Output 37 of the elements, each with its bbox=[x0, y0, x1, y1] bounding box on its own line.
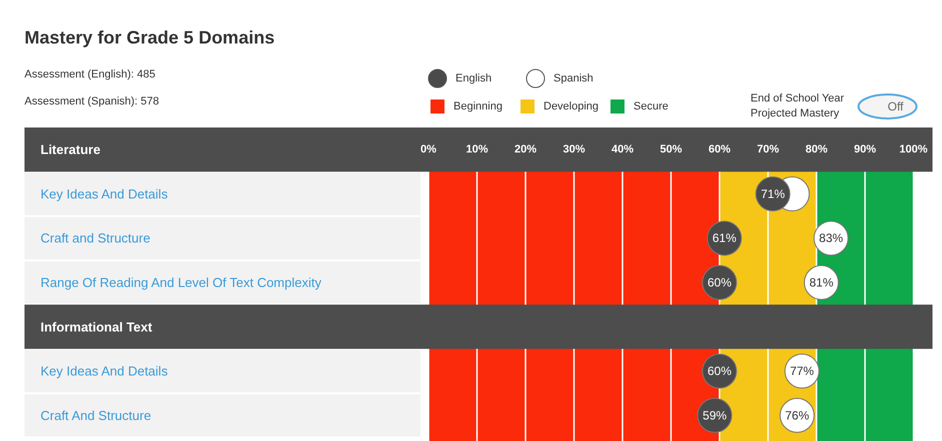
data-label: 60% bbox=[707, 364, 732, 378]
x-tick-label: 50% bbox=[660, 144, 682, 156]
data-label: 60% bbox=[707, 276, 732, 290]
text: Off bbox=[888, 100, 904, 114]
text: End of School Year Projected Mastery bbox=[750, 92, 844, 120]
text: Mastery for Grade 5 Domains bbox=[24, 28, 275, 48]
data-label: 59% bbox=[702, 408, 727, 422]
legend-label: Spanish bbox=[554, 72, 594, 84]
legend-label: Beginning bbox=[454, 100, 502, 112]
x-tick-label: 70% bbox=[756, 144, 780, 156]
data-label: 81% bbox=[809, 276, 834, 290]
legend-label: English bbox=[456, 72, 492, 84]
y-tick-label: Literature bbox=[40, 142, 100, 158]
text: Assessment (Spanish): 578 bbox=[24, 96, 160, 108]
data-label: 77% bbox=[790, 364, 814, 378]
data-label: 61% bbox=[712, 231, 737, 246]
x-tick-label: 40% bbox=[611, 144, 634, 156]
data-label: 83% bbox=[819, 231, 844, 246]
data-label: 76% bbox=[785, 408, 810, 422]
y-tick-label: Craft and Structure bbox=[40, 230, 150, 246]
legend-label: Secure bbox=[634, 100, 668, 112]
x-tick-label: 20% bbox=[514, 144, 537, 156]
y-tick-label: Craft And Structure bbox=[40, 408, 152, 423]
x-tick-label: 60% bbox=[708, 144, 731, 156]
x-tick-label: 100% bbox=[899, 144, 928, 156]
y-tick-label: Informational Text bbox=[40, 319, 153, 334]
x-tick-label: 90% bbox=[854, 144, 876, 156]
data-label: 71% bbox=[760, 186, 786, 201]
x-tick-label: 80% bbox=[805, 144, 828, 156]
y-tick-label: Range Of Reading And Level Of Text Complexity bbox=[40, 275, 322, 290]
x-tick-label: 10% bbox=[466, 144, 488, 156]
legend-label: Developing bbox=[544, 100, 599, 112]
y-tick-label: Key Ideas And Details bbox=[40, 186, 168, 202]
y-tick-label: Key Ideas And Details bbox=[40, 364, 168, 379]
text: Assessment (English): 485 bbox=[24, 68, 156, 80]
x-tick-label: 30% bbox=[562, 144, 586, 156]
x-tick-label: 0% bbox=[420, 144, 437, 156]
